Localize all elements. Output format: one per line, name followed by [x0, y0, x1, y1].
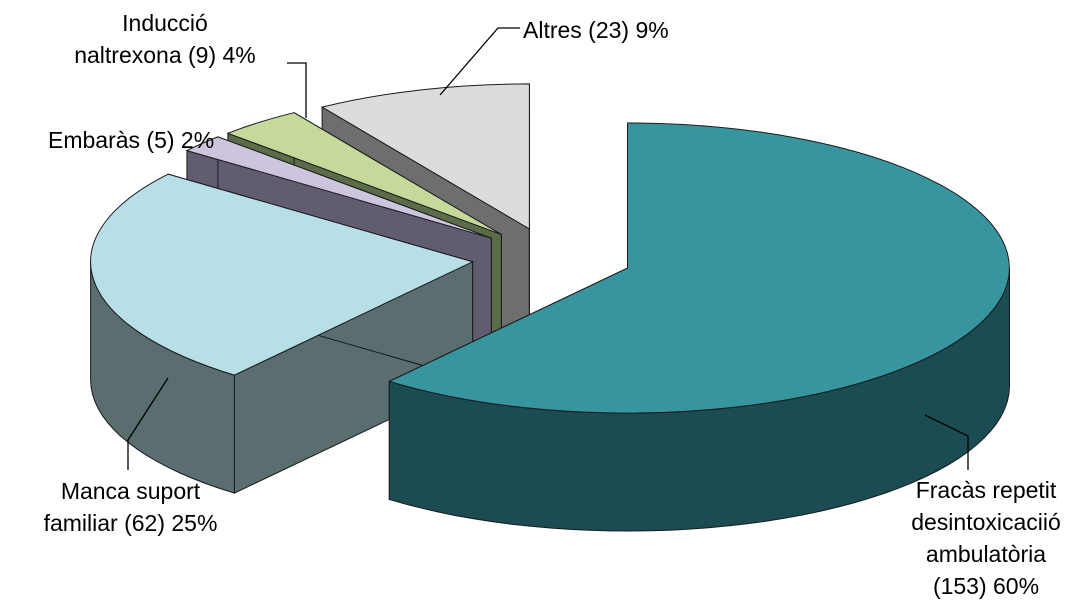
pie-slice-manca-suport-familiar — [90, 173, 475, 494]
pie-slice-frac-s-repetit-desintoxicacii-ambulat-ria — [387, 122, 1010, 532]
label-induccio: Inducció naltrexona (9) 4% — [74, 10, 256, 68]
leader-induccio — [287, 62, 307, 118]
leader-fracas — [924, 414, 969, 470]
label-manca-suport: Manca suport familiar (62) 25% — [43, 478, 218, 536]
label-fracas: Fracàs repetit desintoxicaciió ambulatòr… — [911, 477, 1061, 599]
label-altres: Altres (23) 9% — [523, 17, 669, 43]
label-embaras: Embaràs (5) 2% — [48, 127, 215, 153]
leader-manca-suport — [127, 377, 169, 470]
leader-altres — [439, 27, 520, 96]
